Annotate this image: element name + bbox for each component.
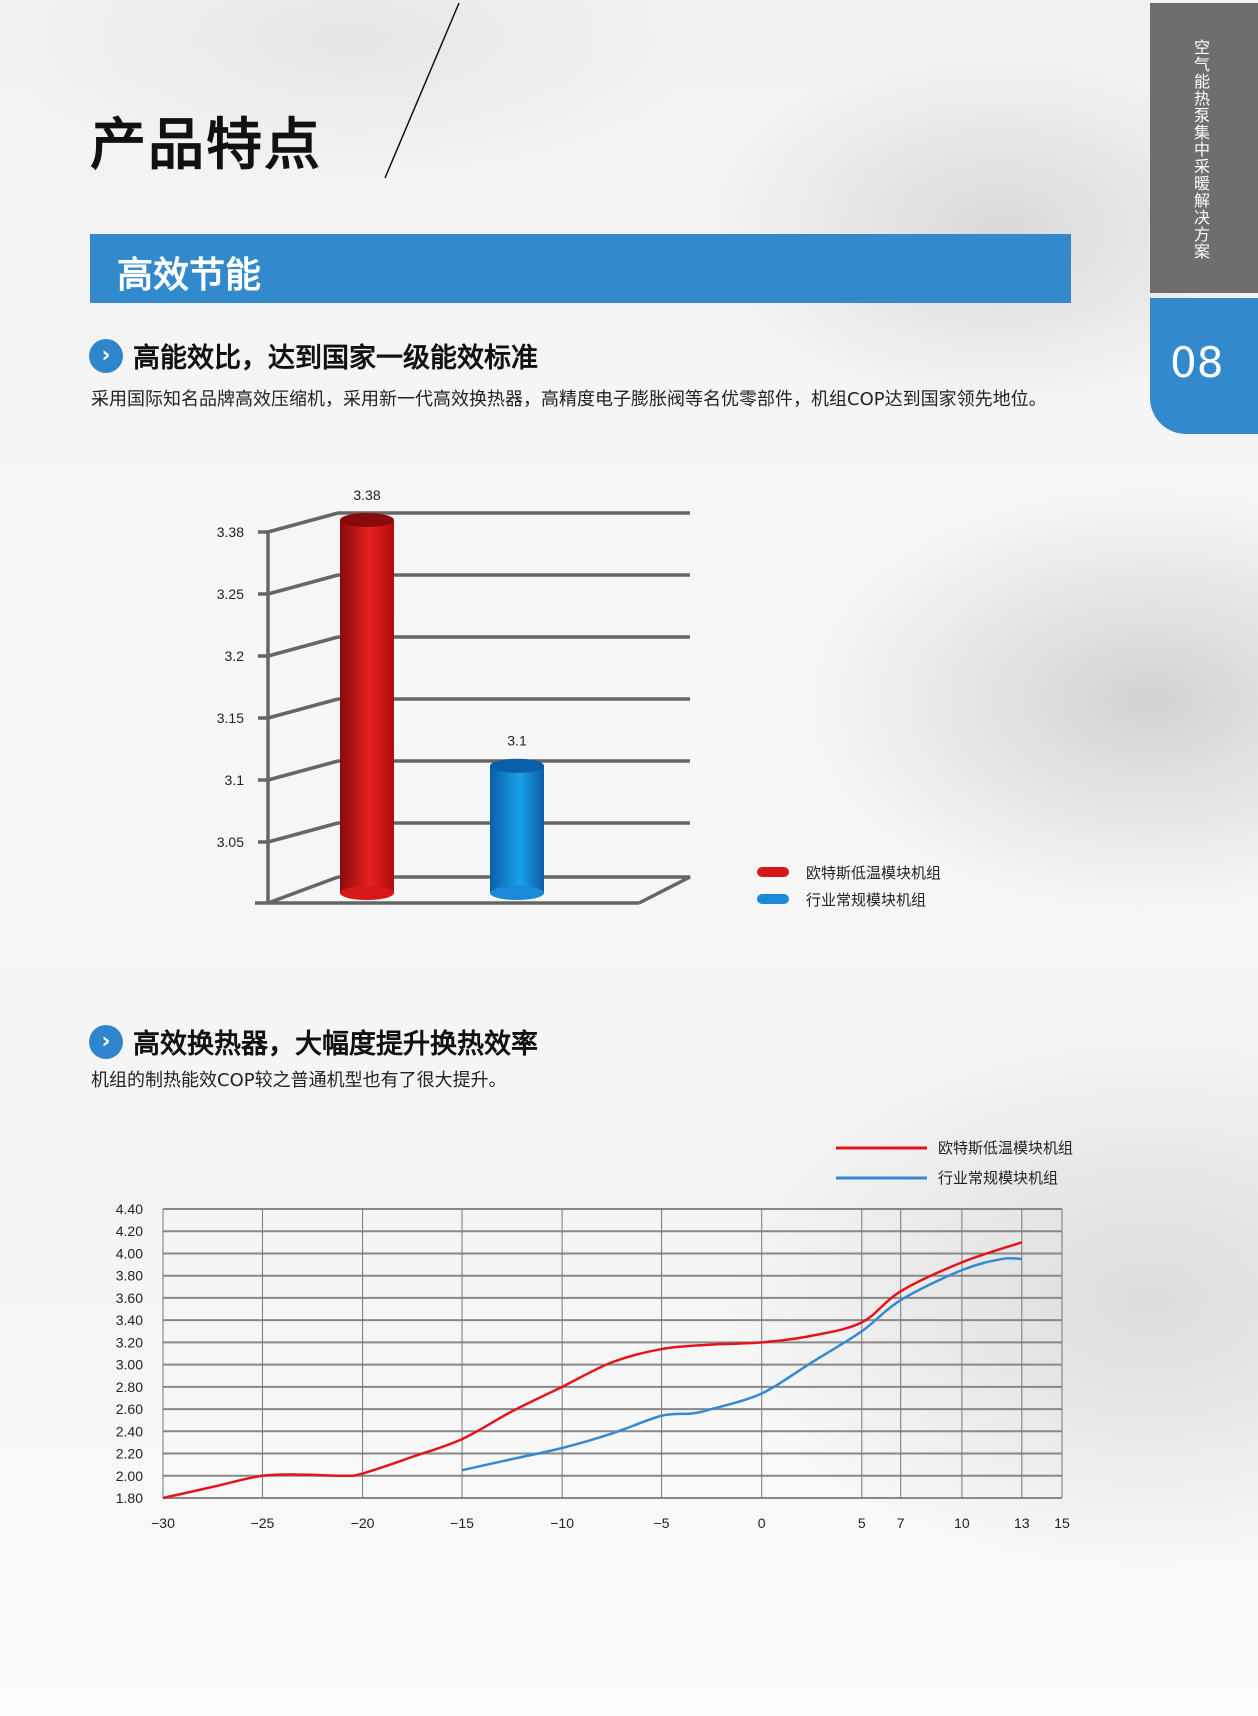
bar-1 xyxy=(340,520,394,893)
y-tick-label: 3.15 xyxy=(217,710,244,726)
y-tick-label: 2.20 xyxy=(116,1446,143,1462)
banner-title: 高效节能 xyxy=(117,255,262,296)
y-tick-label: 3.25 xyxy=(217,586,244,602)
y-tick-label: 2.60 xyxy=(116,1401,143,1417)
data-label: 3.1 xyxy=(507,733,527,749)
floor-edge xyxy=(338,875,691,905)
y-tick-label: 3.05 xyxy=(217,834,244,850)
legend-label: 行业常规模块机组 xyxy=(938,1170,1058,1187)
x-tick-label: −20 xyxy=(351,1515,375,1531)
bar-top xyxy=(340,513,394,528)
x-tick-label: 0 xyxy=(758,1515,766,1531)
chevron-right-circle-icon: › xyxy=(89,1024,123,1059)
side-tab: 空气能热泵集中采暖解决方案 xyxy=(1150,3,1258,293)
y-tick-label: 2.00 xyxy=(116,1468,143,1484)
y-tick-label: 4.20 xyxy=(116,1223,143,1239)
x-tick-label: 7 xyxy=(897,1515,905,1531)
floor-side xyxy=(267,875,339,905)
decorative-slash xyxy=(384,2,460,179)
bar-base xyxy=(490,886,544,900)
section1-title: 高能效比，达到国家一级能效标准 xyxy=(133,343,538,374)
x-tick-label: −5 xyxy=(654,1515,670,1531)
legend-swatch xyxy=(757,894,789,904)
x-tick-label: −10 xyxy=(550,1515,574,1531)
side-gridline xyxy=(267,511,339,534)
side-gridline xyxy=(267,759,339,782)
y-tick-label: 4.00 xyxy=(116,1245,143,1261)
cop-bar-chart: 3.38 3.25 3.2 3.15 3.1 3.05 3.38 欧特斯低温模块机组 3.1 行业… xyxy=(217,487,941,909)
y-tick-label: 3.2 xyxy=(225,648,245,664)
legend-label: 欧特斯低温模块机组 xyxy=(806,865,941,882)
cop-line-chart: 4.40 4.20 4.00 3.80 3.60 3.40 3.20 3.00 2.80 2.60… xyxy=(116,1140,1073,1531)
x-tick-label: −25 xyxy=(251,1515,275,1531)
y-tick-label: 3.80 xyxy=(116,1268,143,1284)
data-label: 3.38 xyxy=(353,487,380,503)
side-tab-label: 空气能热泵集中采暖解决方案 xyxy=(1191,39,1210,260)
page-number: 08 xyxy=(1170,338,1224,387)
legend-label: 行业常规模块机组 xyxy=(806,892,926,909)
page-title: 产品特点 xyxy=(90,113,322,178)
y-tick-label: 3.40 xyxy=(116,1312,143,1328)
bar-top xyxy=(490,758,544,773)
x-tick-label: 15 xyxy=(1054,1515,1070,1531)
section-banner: 高效节能 xyxy=(90,234,1071,303)
page-number-tab: 08 xyxy=(1150,298,1258,434)
series-line-1 xyxy=(162,1241,1023,1500)
section2-title: 高效换热器，大幅度提升换热效率 xyxy=(133,1029,538,1060)
bar-2 xyxy=(490,765,544,893)
y-tick-label: 2.40 xyxy=(116,1423,143,1439)
y-tick-label: 3.00 xyxy=(116,1357,143,1373)
y-tick-label: 3.20 xyxy=(116,1334,143,1350)
x-tick-label: 5 xyxy=(858,1515,866,1531)
x-tick-label: −15 xyxy=(450,1515,474,1531)
y-tick-label: 3.1 xyxy=(225,772,245,788)
section1-heading: › 高能效比，达到国家一级能效标准 xyxy=(89,336,538,375)
side-gridline xyxy=(267,697,339,720)
y-tick-label: 2.80 xyxy=(116,1379,143,1395)
series-line-2 xyxy=(461,1256,1022,1472)
y-tick-label: 4.40 xyxy=(116,1201,143,1217)
y-tick-label: 1.80 xyxy=(116,1490,143,1506)
side-gridline xyxy=(267,573,339,596)
section1-text: 采用国际知名品牌高效压缩机，采用新一代高效换热器，高精度电子膨胀阀等名优零部件，… xyxy=(91,389,1047,410)
y-tick-label: 3.60 xyxy=(116,1290,143,1306)
x-tick-label: 10 xyxy=(954,1515,970,1531)
x-tick-label: −30 xyxy=(151,1515,175,1531)
bar-base xyxy=(340,886,394,900)
y-tick-label: 3.38 xyxy=(217,524,244,540)
section2-heading: › 高效换热器，大幅度提升换热效率 xyxy=(89,1022,538,1061)
x-tick-label: 13 xyxy=(1014,1515,1030,1531)
section2-text: 机组的制热能效COP较之普通机型也有了很大提升。 xyxy=(91,1070,507,1091)
side-gridline xyxy=(267,821,339,844)
side-gridline xyxy=(267,635,339,658)
legend-label: 欧特斯低温模块机组 xyxy=(938,1140,1073,1157)
legend-swatch xyxy=(757,867,789,877)
chevron-right-circle-icon: › xyxy=(89,338,123,373)
